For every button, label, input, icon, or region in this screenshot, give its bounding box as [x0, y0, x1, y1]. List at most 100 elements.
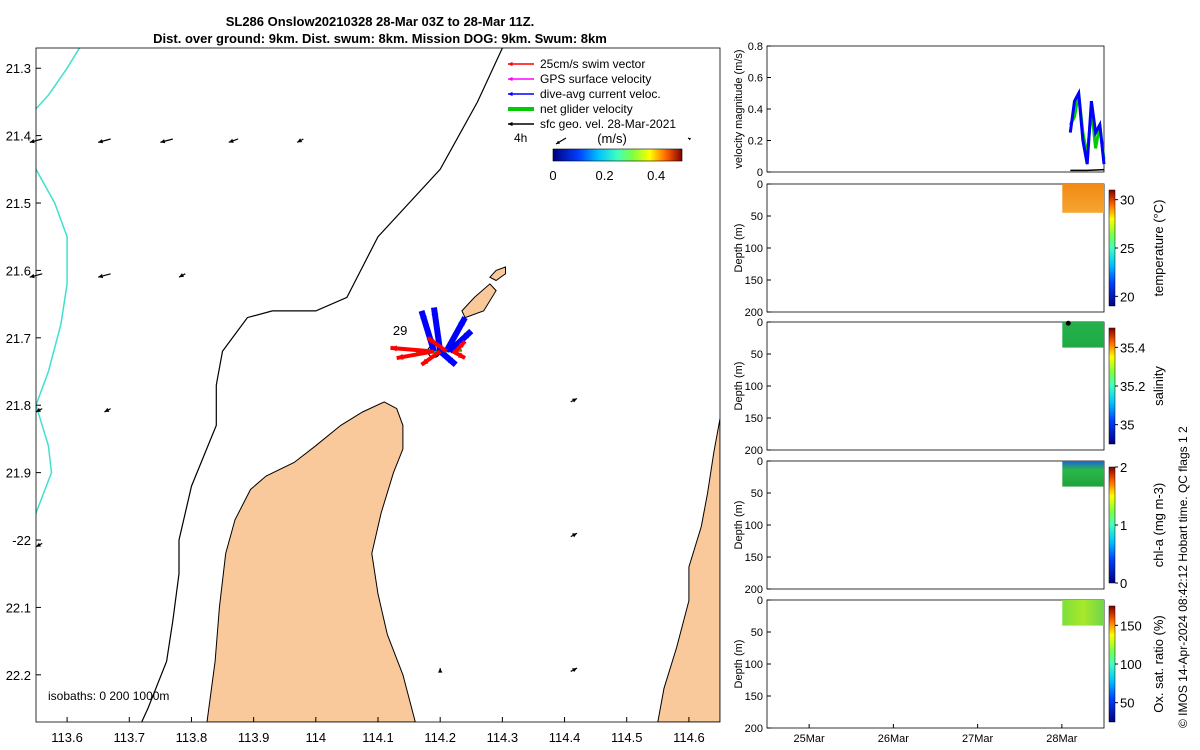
cbar-tick-label: 30 — [1120, 193, 1134, 208]
legend-swatch — [508, 61, 534, 67]
y-tick-label: 21.4 — [6, 129, 31, 144]
x-tick-label: 114.4 — [549, 730, 581, 745]
time-tick-label: 28Mar — [1046, 733, 1078, 745]
y-tick-label: 0.6 — [748, 73, 763, 85]
colorbar-tick-label: 0 — [549, 168, 556, 183]
y-tick-label: 150 — [745, 552, 763, 564]
cbar-tick-label: 35.4 — [1120, 340, 1145, 355]
sfc-velocity-arrow — [570, 532, 578, 538]
cbar-tick-label: 35.2 — [1120, 379, 1145, 394]
y-tick-label: 100 — [745, 381, 763, 393]
y-tick-label: 0.4 — [748, 104, 763, 116]
legend-swatch — [508, 106, 534, 112]
velocity-ylabel: velocity magnitude (m/s) — [733, 49, 745, 168]
colorbar-tick-label: 0.4 — [647, 168, 665, 183]
y-tick-label: 0.8 — [748, 41, 763, 53]
island — [461, 283, 497, 319]
depth-ylabel: Depth (m) — [733, 224, 745, 273]
sfc-velocity-arrow — [570, 667, 578, 673]
y-tick-label: 200 — [745, 584, 763, 596]
legend-swatch — [508, 91, 534, 97]
swim-vector — [420, 349, 442, 367]
cbar-label: temperature (°C) — [1151, 200, 1166, 297]
velocity-series-line — [1068, 88, 1106, 165]
x-tick-label: 114.2 — [424, 730, 456, 745]
y-tick-label: 0 — [757, 167, 763, 179]
profile-heatmap — [1062, 184, 1104, 213]
y-tick-label: 21.9 — [6, 466, 31, 481]
parameter-colorbar — [1108, 327, 1116, 445]
y-tick-label: 21.8 — [6, 398, 31, 413]
legend-swatch — [508, 76, 534, 82]
legend-label: sfc geo. vel. 28-Mar-2021 — [540, 117, 676, 131]
isobath-1000m — [141, 48, 503, 722]
legend-label: 25cm/s swim vector — [540, 57, 645, 71]
depth-panel-frame — [766, 599, 1105, 729]
y-tick-label: 21.5 — [6, 196, 31, 211]
sfc-velocity-arrow — [296, 138, 304, 143]
cbar-tick-label: 0 — [1120, 576, 1127, 591]
x-tick-label: 114.1 — [362, 730, 394, 745]
y-tick-label: 100 — [745, 659, 763, 671]
legend-swatch — [508, 121, 534, 127]
cbar-tick-label: 100 — [1120, 657, 1142, 672]
swim-vector — [426, 336, 448, 353]
y-tick-label: 150 — [745, 275, 763, 287]
sfc-velocity-arrow — [570, 397, 578, 403]
sfc-velocity-arrow — [35, 542, 43, 548]
legend-label: net glider velocity — [540, 102, 633, 116]
cbar-tick-label: 150 — [1120, 618, 1142, 633]
time-tick-label: 25Mar — [794, 733, 826, 745]
parameter-colorbar — [1108, 466, 1116, 584]
sfc-velocity-arrow — [160, 138, 173, 144]
current-vector — [438, 349, 458, 368]
parameter-colorbar — [1108, 189, 1116, 307]
y-tick-label: 200 — [745, 445, 763, 457]
y-tick-label: 21.3 — [6, 61, 31, 76]
velocity-colorbar — [552, 148, 683, 162]
y-tick-label: 50 — [751, 349, 763, 361]
time-scale-arrow — [687, 137, 691, 141]
profile-marker — [1065, 320, 1071, 326]
profile-heatmap — [1062, 600, 1104, 626]
y-tick-label: 21.7 — [6, 331, 31, 346]
current-vector — [447, 328, 474, 354]
depth-ylabel: Depth (m) — [733, 640, 745, 689]
y-tick-label: 50 — [751, 488, 763, 500]
x-tick-label: 113.9 — [238, 730, 270, 745]
y-tick-label: -22 — [12, 533, 31, 548]
profile-heatmap — [1062, 461, 1104, 487]
sfc-velocity-arrow — [104, 407, 111, 413]
time-scale-label: 4h — [514, 131, 527, 145]
y-tick-label: 200 — [745, 307, 763, 319]
cbar-tick-label: 1 — [1120, 518, 1127, 533]
x-tick-label: 114.5 — [611, 730, 643, 745]
legend-label: GPS surface velocity — [540, 72, 651, 86]
y-tick-label: 0 — [757, 456, 763, 468]
swim-vector — [454, 339, 467, 353]
sfc-velocity-arrow — [228, 138, 239, 143]
y-tick-label: 50 — [751, 627, 763, 639]
y-tick-label: 100 — [745, 520, 763, 532]
colorbar-label: (m/s) — [597, 131, 627, 146]
cbar-label: chl-a (mg m-3) — [1151, 483, 1166, 568]
sfc-velocity-arrow — [98, 273, 111, 279]
profile-heatmap — [1062, 322, 1104, 348]
y-tick-label: 22.2 — [6, 668, 31, 683]
legend-label: dive-avg current veloc. — [540, 87, 661, 101]
sfc-velocity-arrow — [98, 138, 111, 144]
y-tick-label: 50 — [751, 211, 763, 223]
x-tick-label: 114.6 — [673, 730, 705, 745]
sfc-velocity-arrow — [178, 273, 186, 278]
cbar-label: Ox. sat. ratio (%) — [1151, 615, 1166, 713]
land-peninsula — [206, 401, 416, 722]
depth-panel-frame — [766, 460, 1105, 590]
depth-panel-frame — [766, 321, 1105, 451]
chart-title-line-1: SL286 Onslow20210328 28-Mar 03Z to 28-Ma… — [225, 14, 535, 29]
time-tick-label: 27Mar — [962, 733, 994, 745]
velocity-panel-frame — [766, 45, 1105, 173]
isobath-200m — [36, 48, 81, 517]
x-tick-label: 113.7 — [113, 730, 145, 745]
cbar-tick-label: 2 — [1120, 460, 1127, 475]
